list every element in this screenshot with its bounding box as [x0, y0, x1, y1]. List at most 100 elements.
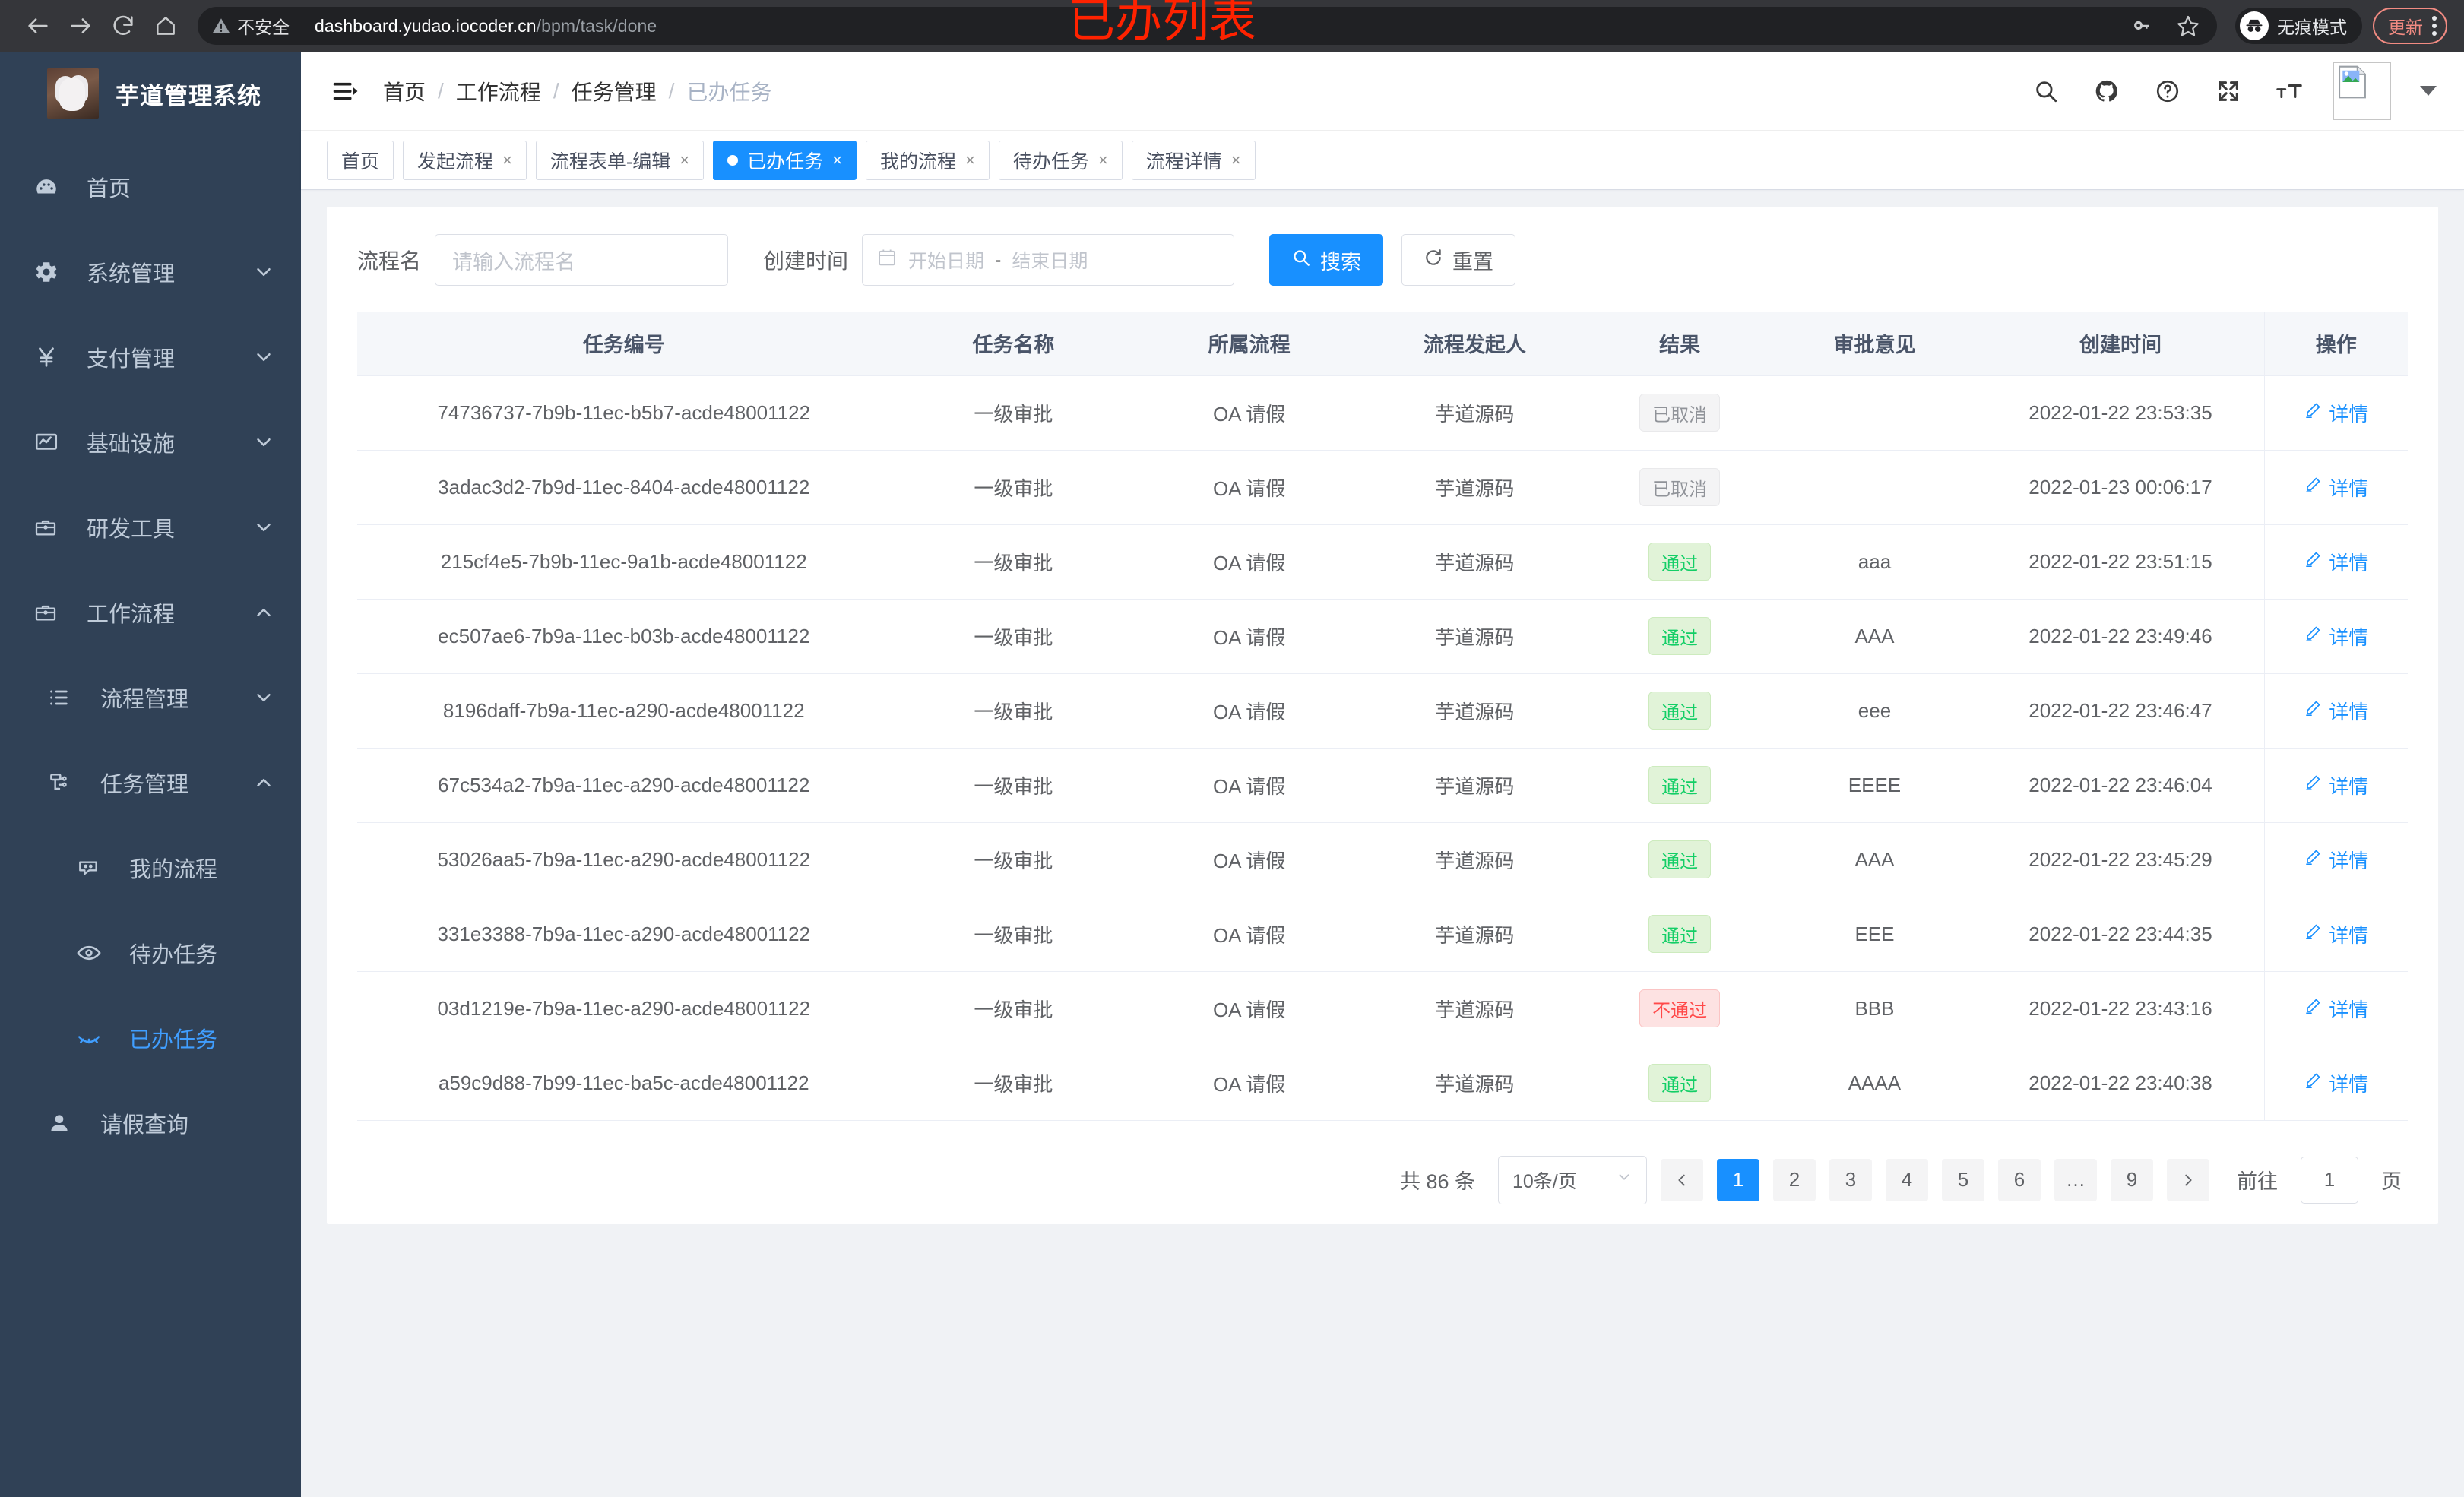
detail-button[interactable]: 详情: [2304, 1069, 2368, 1097]
close-icon[interactable]: ×: [832, 150, 842, 169]
cell-starter: 芋道源码: [1362, 1046, 1588, 1121]
github-icon[interactable]: [2090, 74, 2124, 108]
cell-action: 详情: [2263, 673, 2408, 748]
total-count-label: 共 86 条: [1399, 1170, 1475, 1193]
detail-button[interactable]: 详情: [2304, 473, 2368, 502]
page-button-6[interactable]: 6: [1998, 1158, 2041, 1201]
cell-starter: 芋道源码: [1362, 375, 1588, 451]
tabs-bar: 首页 发起流程 × 流程表单-编辑 × 已办任务 × 我的流程 × 待办任务 ×: [301, 131, 2464, 190]
tab-home[interactable]: 首页: [327, 140, 394, 180]
sidebar-item-devtools[interactable]: 研发工具: [0, 485, 301, 570]
detail-button[interactable]: 详情: [2304, 399, 2368, 427]
detail-button[interactable]: 详情: [2304, 846, 2368, 874]
eye-icon: [76, 940, 116, 966]
sidebar-item-infra[interactable]: 基础设施: [0, 400, 301, 485]
home-icon[interactable]: [144, 5, 187, 47]
kebab-menu-icon[interactable]: [2432, 16, 2437, 36]
breadcrumb-item-2[interactable]: 任务管理: [571, 80, 657, 104]
detail-button[interactable]: 详情: [2304, 548, 2368, 576]
avatar[interactable]: [2333, 62, 2391, 120]
cell-opinion: AAAA: [1772, 1046, 1978, 1121]
breadcrumb-item-0[interactable]: 首页: [383, 80, 426, 104]
sidebar-item-my-process[interactable]: 我的流程: [0, 825, 301, 910]
refresh-icon: [1424, 248, 1443, 273]
status-badge: 已取消: [1639, 394, 1721, 432]
close-icon[interactable]: ×: [502, 150, 512, 169]
sidebar-item-task-management[interactable]: 任务管理: [0, 740, 301, 825]
tab-label: 流程表单-编辑: [549, 150, 671, 172]
search-icon[interactable]: [2029, 74, 2063, 108]
caret-down-icon[interactable]: [2420, 86, 2437, 96]
done-tasks-table: 任务编号 任务名称 所属流程 流程发起人 结果 审批意见 创建时间 操作 747…: [357, 312, 2408, 1121]
list-icon: [47, 685, 87, 710]
close-icon[interactable]: ×: [1097, 150, 1108, 169]
page-button-1[interactable]: 1: [1717, 1158, 1759, 1201]
detail-button[interactable]: 详情: [2304, 920, 2368, 948]
detail-button[interactable]: 详情: [2304, 771, 2368, 799]
detail-button[interactable]: 详情: [2304, 622, 2368, 650]
detail-button[interactable]: 详情: [2304, 697, 2368, 725]
close-icon[interactable]: ×: [679, 150, 690, 169]
sidebar-item-todo-tasks[interactable]: 待办任务: [0, 910, 301, 995]
tab-my-process[interactable]: 我的流程 ×: [865, 140, 990, 180]
detail-button[interactable]: 详情: [2304, 995, 2368, 1023]
fullscreen-icon[interactable]: [2212, 74, 2245, 108]
sidebar-item-done-tasks[interactable]: 已办任务: [0, 995, 301, 1081]
close-icon[interactable]: ×: [964, 150, 975, 169]
page-button-5[interactable]: 5: [1942, 1158, 1984, 1201]
status-badge: 通过: [1648, 1064, 1712, 1102]
sidebar-item-leave-query[interactable]: 请假查询: [0, 1081, 301, 1166]
sidebar-item-process-management[interactable]: 流程管理: [0, 655, 301, 740]
update-button[interactable]: 更新: [2373, 8, 2447, 44]
hamburger-icon[interactable]: [327, 74, 362, 109]
cell-task-id: 8196daff-7b9a-11ec-a290-acde48001122: [357, 673, 891, 748]
page-button-4[interactable]: 4: [1886, 1158, 1928, 1201]
key-icon[interactable]: [2130, 14, 2153, 37]
page-button-3[interactable]: 3: [1829, 1158, 1872, 1201]
reload-icon[interactable]: [102, 5, 144, 47]
jump-prefix-label: 前往: [2237, 1170, 2278, 1193]
sidebar-menu: 首页 系统管理 支付管理: [0, 135, 301, 1166]
page-size-select[interactable]: 10条/页: [1498, 1155, 1647, 1204]
font-size-icon[interactable]: [2272, 74, 2306, 108]
chevron-down-icon: [252, 516, 275, 539]
tree-icon: [47, 771, 87, 795]
incognito-indicator[interactable]: 无痕模式: [2235, 8, 2362, 44]
brand[interactable]: 芋道管理系统: [0, 52, 301, 135]
process-name-input[interactable]: 请输入流程名: [435, 234, 729, 286]
sidebar-item-workflow[interactable]: 工作流程: [0, 570, 301, 655]
yuan-icon: [33, 344, 73, 370]
cell-process: OA 请假: [1136, 599, 1362, 674]
address-bar[interactable]: 不安全 dashboard.yudao.iocoder.cn/bpm/task/…: [198, 7, 2217, 45]
sidebar-item-pay[interactable]: 支付管理: [0, 315, 301, 400]
back-arrow-icon[interactable]: [17, 5, 59, 47]
sidebar-item-label: 任务管理: [100, 773, 189, 797]
table-row: a59c9d88-7b99-11ec-ba5c-acde48001122 一级审批…: [357, 1046, 2408, 1121]
prev-page-button[interactable]: [1661, 1158, 1703, 1201]
sidebar-item-home[interactable]: 首页: [0, 144, 301, 229]
create-time-daterange[interactable]: 开始日期 - 结束日期: [862, 234, 1235, 286]
cell-process: OA 请假: [1136, 375, 1362, 451]
page-button-9[interactable]: 9: [2111, 1158, 2153, 1201]
star-icon[interactable]: [2176, 14, 2200, 38]
incognito-label: 无痕模式: [2277, 17, 2347, 37]
cell-starter: 芋道源码: [1362, 897, 1588, 972]
page-ellipsis[interactable]: …: [2054, 1158, 2097, 1201]
tab-process-detail[interactable]: 流程详情 ×: [1131, 140, 1256, 180]
forward-arrow-icon[interactable]: [59, 5, 102, 47]
tab-done-tasks[interactable]: 已办任务 ×: [713, 140, 857, 180]
tab-todo-tasks[interactable]: 待办任务 ×: [998, 140, 1123, 180]
tab-start-process[interactable]: 发起流程 ×: [403, 140, 527, 180]
tab-process-form-edit[interactable]: 流程表单-编辑 ×: [535, 140, 705, 180]
jump-page-input[interactable]: 1: [2301, 1156, 2358, 1204]
cell-action: 详情: [2263, 524, 2408, 600]
search-button[interactable]: 搜索: [1269, 234, 1384, 286]
filter-bar: 流程名 请输入流程名 创建时间 开始日期 - 结束日期: [357, 234, 2408, 286]
sidebar-item-system[interactable]: 系统管理: [0, 229, 301, 315]
page-button-2[interactable]: 2: [1773, 1158, 1816, 1201]
reset-button[interactable]: 重置: [1401, 234, 1516, 286]
next-page-button[interactable]: [2167, 1158, 2209, 1201]
close-icon[interactable]: ×: [1230, 150, 1241, 169]
help-circle-icon[interactable]: [2151, 74, 2184, 108]
breadcrumb-item-1[interactable]: 工作流程: [455, 80, 541, 104]
